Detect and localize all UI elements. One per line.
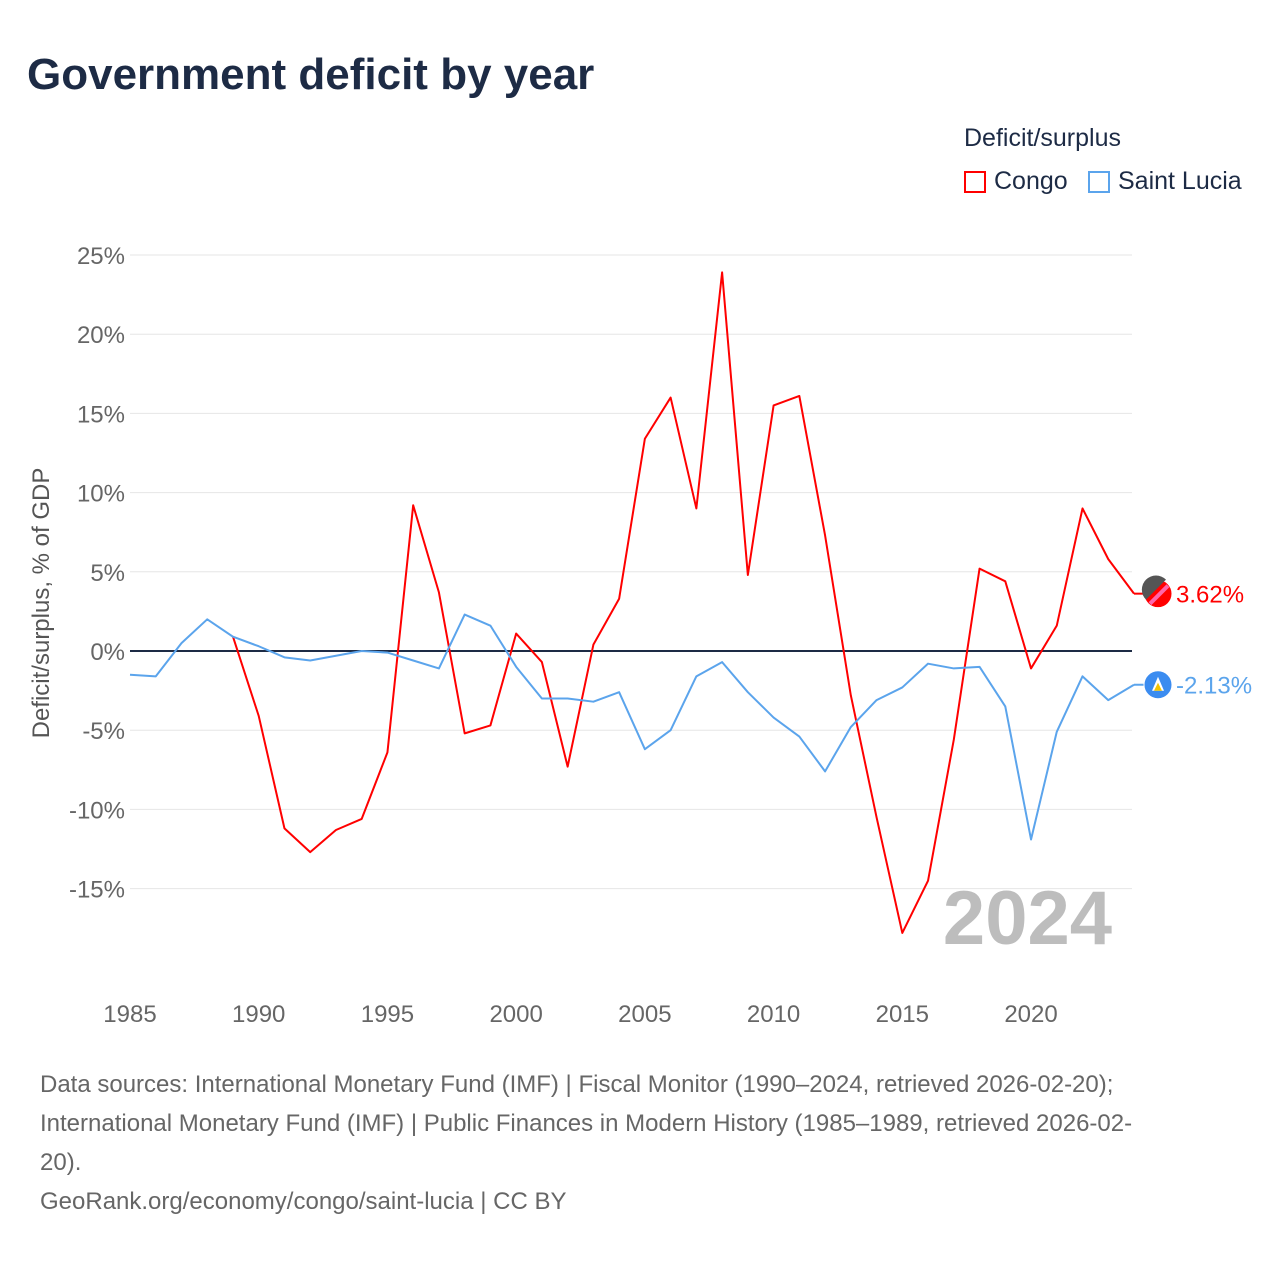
legend-swatch-saint-lucia (1088, 170, 1110, 193)
x-tick-label: 1985 (103, 1001, 156, 1028)
y-tick-label: -5% (82, 718, 125, 745)
y-axis-label: Deficit/surplus, % of GDP (28, 467, 55, 739)
series-line-congo (232, 271, 1135, 934)
chart-title: Government deficit by year (27, 50, 595, 99)
end-value-label: -2.13% (1176, 673, 1252, 700)
y-tick-label: 5% (90, 560, 125, 587)
y-tick-label: 20% (77, 322, 125, 349)
source-line: 20). (40, 1149, 82, 1176)
year-watermark: 2024 (943, 876, 1112, 961)
y-tick-label: 0% (90, 639, 125, 666)
x-tick-label: 2005 (618, 1001, 671, 1028)
legend-label: Congo (994, 167, 1068, 195)
source-line: International Monetary Fund (IMF) | Publ… (40, 1110, 1133, 1137)
legend-title: Deficit/surplus (964, 124, 1121, 152)
x-tick-label: 2020 (1004, 1001, 1057, 1028)
y-tick-label: -10% (69, 797, 125, 824)
flag-icon-part (1154, 682, 1162, 691)
y-tick-label: 15% (77, 401, 125, 428)
legend-label: Saint Lucia (1118, 167, 1242, 195)
x-tick-label: 1995 (361, 1001, 414, 1028)
y-tick-label: 10% (77, 481, 125, 508)
series-line-saint-lucia (129, 613, 1135, 841)
x-tick-label: 2010 (747, 1001, 800, 1028)
y-tick-label: -15% (69, 877, 125, 904)
y-tick-label: 25% (77, 243, 125, 270)
legend-item-saint-lucia[interactable]: Saint Lucia (1088, 167, 1242, 196)
source-link[interactable]: GeoRank.org/economy/congo/saint-lucia | … (40, 1188, 567, 1215)
legend-item-congo[interactable]: Congo (964, 167, 1068, 196)
x-tick-label: 2015 (876, 1001, 929, 1028)
source-line: Data sources: International Monetary Fun… (40, 1071, 1114, 1098)
flag-icon-part (1141, 575, 1166, 600)
flag-icon-part (1148, 584, 1170, 606)
x-tick-label: 2000 (489, 1001, 542, 1028)
end-value-label: 3.62% (1176, 582, 1244, 609)
legend-swatch-congo (964, 170, 986, 193)
x-tick-label: 1990 (232, 1001, 285, 1028)
